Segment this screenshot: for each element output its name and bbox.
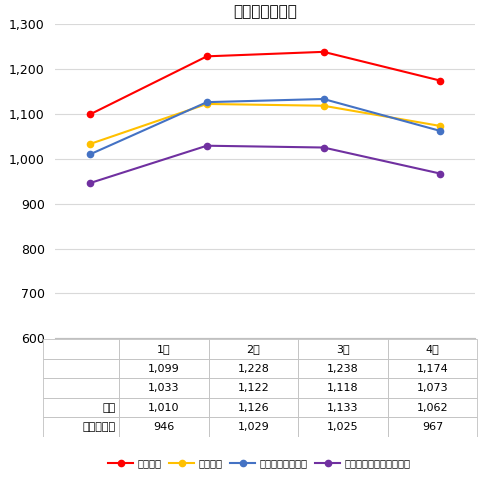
Line: うち既遂: うち既遂 — [87, 101, 444, 147]
振り込め詐欺のうち既遂 — [321, 144, 326, 150]
Text: 1,010: 1,010 — [148, 403, 180, 413]
FancyBboxPatch shape — [119, 398, 209, 417]
Text: 3月: 3月 — [336, 344, 350, 354]
FancyBboxPatch shape — [43, 359, 119, 378]
Text: 967: 967 — [422, 422, 443, 432]
Text: 1月: 1月 — [157, 344, 171, 354]
FancyBboxPatch shape — [43, 378, 119, 398]
FancyBboxPatch shape — [209, 339, 298, 359]
Text: 1,099: 1,099 — [148, 363, 180, 373]
Text: 1,122: 1,122 — [238, 383, 269, 393]
認知件数 — [204, 53, 210, 59]
Line: 振り込め詐欺のうち既遂: 振り込め詐欺のうち既遂 — [87, 143, 444, 186]
Text: 1,025: 1,025 — [327, 422, 359, 432]
振り込め詐欺のうち既遂 — [87, 180, 93, 186]
うち振り込め詐欺 — [321, 96, 326, 102]
FancyBboxPatch shape — [209, 359, 298, 378]
認知件数 — [437, 78, 443, 84]
Text: 1,238: 1,238 — [327, 363, 359, 373]
Text: 1,073: 1,073 — [417, 383, 448, 393]
FancyBboxPatch shape — [388, 339, 477, 359]
うち既遂 — [321, 103, 326, 108]
うち既遂 — [87, 141, 93, 147]
FancyBboxPatch shape — [298, 359, 388, 378]
FancyBboxPatch shape — [209, 398, 298, 417]
FancyBboxPatch shape — [298, 339, 388, 359]
FancyBboxPatch shape — [43, 417, 119, 437]
Text: 1,118: 1,118 — [327, 383, 359, 393]
認知件数 — [321, 49, 326, 55]
Text: 1,228: 1,228 — [238, 363, 269, 373]
振り込め詐欺のうち既遂 — [204, 143, 210, 149]
Text: 1,033: 1,033 — [148, 383, 180, 393]
Text: 946: 946 — [153, 422, 175, 432]
FancyBboxPatch shape — [43, 398, 119, 417]
FancyBboxPatch shape — [43, 339, 119, 359]
うち振り込め詐欺 — [87, 151, 93, 157]
Text: 1,062: 1,062 — [417, 403, 448, 413]
FancyBboxPatch shape — [209, 417, 298, 437]
認知件数 — [87, 111, 93, 117]
Text: 4月: 4月 — [426, 344, 439, 354]
FancyBboxPatch shape — [388, 398, 477, 417]
Text: のうち既遂: のうち既遂 — [83, 422, 116, 432]
Legend: 認知件数, うち既遂, うち振り込め詐欺, 振り込め詐欺のうち既遂: 認知件数, うち既遂, うち振り込め詐欺, 振り込め詐欺のうち既遂 — [104, 455, 414, 473]
FancyBboxPatch shape — [119, 378, 209, 398]
うち既遂 — [204, 101, 210, 107]
Text: 1,029: 1,029 — [238, 422, 269, 432]
FancyBboxPatch shape — [298, 378, 388, 398]
うち振り込め詐欺 — [204, 99, 210, 105]
Line: うち振り込め詐欺: うち振り込め詐欺 — [87, 96, 444, 157]
うち振り込め詐欺 — [437, 128, 443, 134]
Text: 1,126: 1,126 — [238, 403, 269, 413]
FancyBboxPatch shape — [388, 359, 477, 378]
FancyBboxPatch shape — [388, 417, 477, 437]
FancyBboxPatch shape — [119, 359, 209, 378]
Text: 1,133: 1,133 — [327, 403, 359, 413]
振り込め詐欺のうち既遂 — [437, 171, 443, 177]
うち既遂 — [437, 123, 443, 129]
FancyBboxPatch shape — [119, 417, 209, 437]
Line: 認知件数: 認知件数 — [87, 49, 444, 118]
Text: 詐欺: 詐欺 — [103, 403, 116, 413]
FancyBboxPatch shape — [298, 417, 388, 437]
Text: 1,174: 1,174 — [417, 363, 448, 373]
FancyBboxPatch shape — [119, 339, 209, 359]
Text: 2月: 2月 — [247, 344, 260, 354]
FancyBboxPatch shape — [209, 378, 298, 398]
FancyBboxPatch shape — [388, 378, 477, 398]
FancyBboxPatch shape — [298, 398, 388, 417]
Title: 認知件数の推移: 認知件数の推移 — [233, 4, 297, 19]
